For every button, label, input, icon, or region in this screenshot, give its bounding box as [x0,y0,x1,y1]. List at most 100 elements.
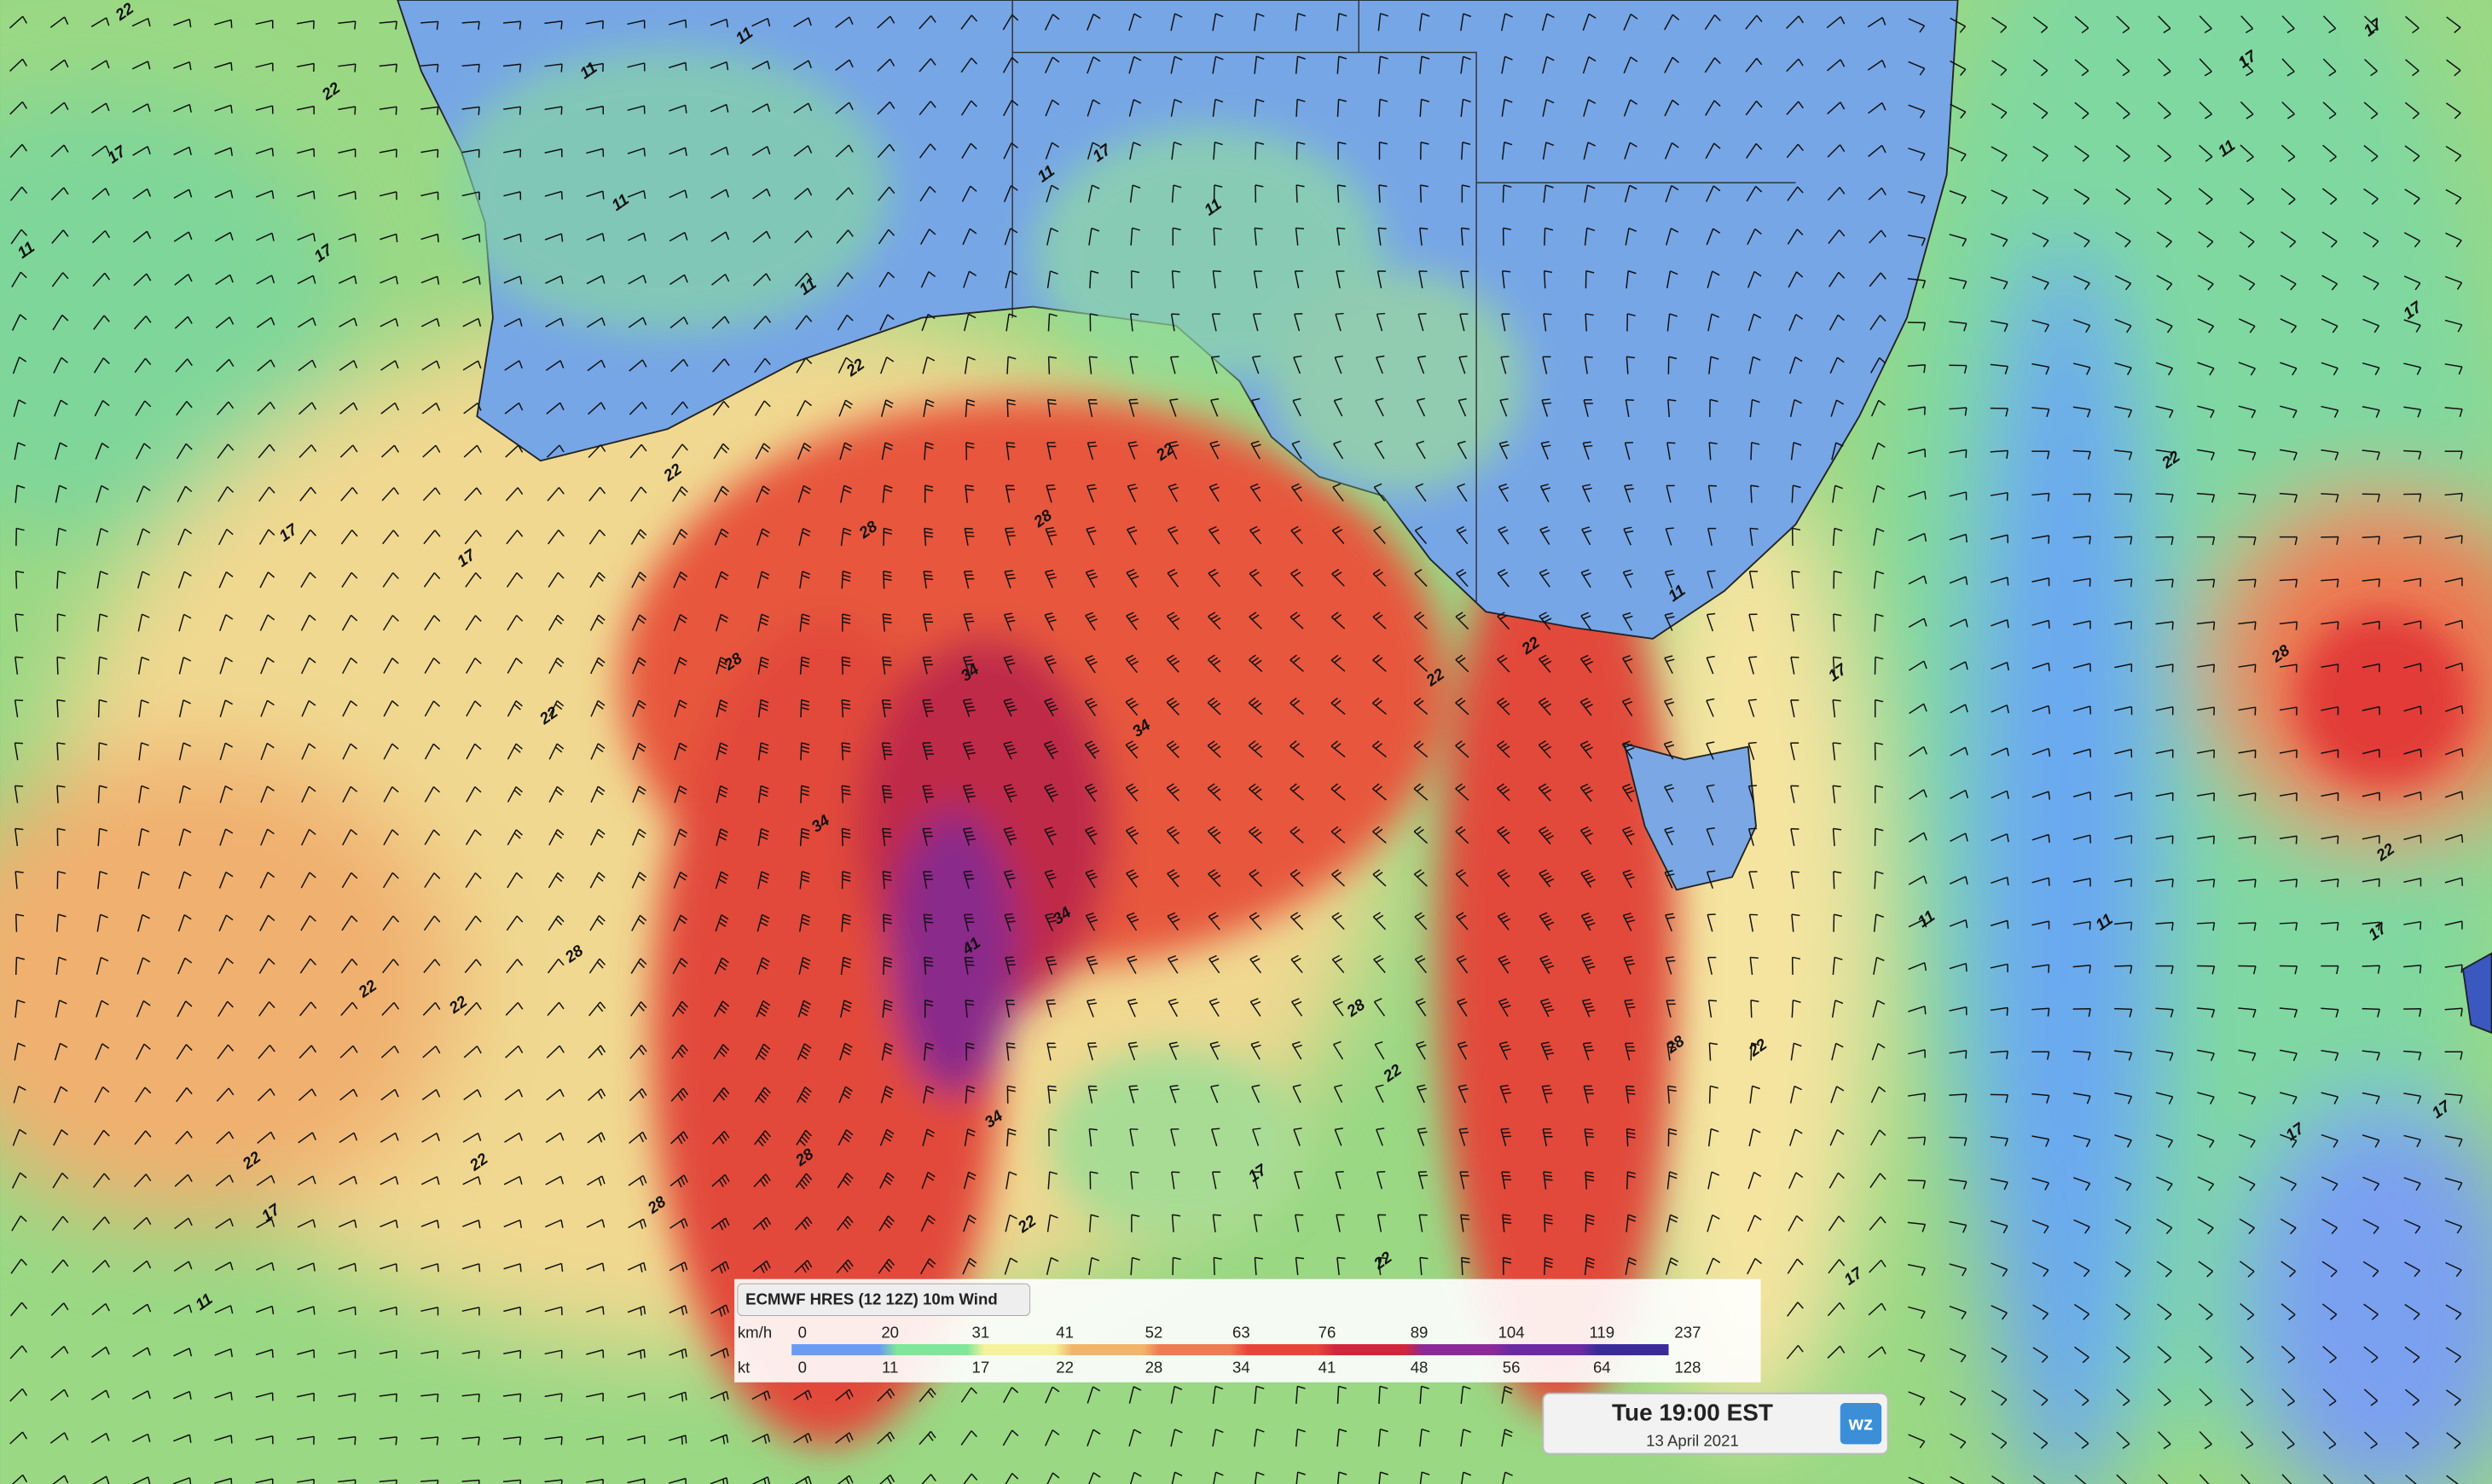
wind-barb [588,444,606,459]
wind-barb [960,1430,977,1446]
wind-barb [963,827,976,846]
wind-barb [1708,1085,1718,1104]
wind-barb [2155,449,2174,461]
wind-barb [962,741,976,760]
wind-barb [216,1131,235,1145]
wind-barb [1252,1127,1261,1146]
wind-barb [2240,1431,2254,1449]
wind-barb [1909,703,1927,715]
wind-barb [339,317,358,328]
wind-barb [49,1432,69,1444]
wind-barb [1832,527,1843,546]
wind-barb [506,959,524,974]
wind-barb [300,915,316,931]
wind-barb [548,657,565,675]
wind-barb [1044,612,1057,631]
wind-barb [11,1172,27,1189]
wind-barb [1046,999,1056,1018]
wind-barb [1665,527,1674,546]
wind-barb [1460,55,1471,74]
wind-barb [1707,484,1718,503]
wind-barb [91,145,110,157]
wind-barb [674,657,687,675]
wind-barb [919,1388,936,1402]
wind-barb [669,1174,688,1188]
wind-barb [587,1132,606,1144]
wind-barb [1543,270,1553,289]
wind-barb [2322,101,2337,119]
wind-barb [50,1388,69,1401]
wind-barb [420,1479,439,1484]
wind-barb [2405,1475,2417,1484]
wind-barb [9,1345,27,1359]
wind-barb [2073,188,2090,206]
wind-barb [342,785,358,803]
wind-barb [2280,1345,2296,1364]
wind-barb [2072,319,2091,333]
wind-barb [132,146,151,156]
wind-barb [1046,270,1058,289]
wind-barb [1331,569,1345,587]
wind-barb [255,1435,274,1445]
wind-barb [1908,617,1927,628]
wind-barb [627,1348,646,1359]
wind-barb [214,147,233,156]
wind-barb [215,1218,234,1229]
wind-barb [1375,397,1384,417]
wind-barb [1908,1306,1926,1319]
wind-barb [463,1046,482,1058]
wind-barb [297,190,316,200]
wind-barb [1833,913,1842,932]
wind-barb [2031,833,2050,843]
wind-barb [1539,484,1550,502]
wind-barb [713,1000,730,1017]
wind-barb [627,232,646,241]
wind-barb [1538,654,1552,673]
wind-barb [2114,318,2132,333]
wind-barb [1990,1136,2008,1147]
wind-barb [1249,654,1263,673]
wind-barb [2280,1092,2298,1104]
wind-barb [837,1172,854,1189]
wind-barb [710,1304,729,1317]
wind-barb [835,16,854,28]
wind-barb [1413,783,1429,801]
wind-barb [466,658,482,674]
wind-barb [1415,483,1427,502]
wind-barb [1255,142,1265,160]
wind-barb [2444,407,2463,418]
wind-barb [2238,1049,2257,1062]
wind-barb [669,147,687,156]
wind-barb [1706,698,1715,717]
wind-barb [1128,398,1139,417]
wind-barb [753,316,772,330]
wind-barb [1949,533,1968,543]
wind-barb [1747,656,1758,675]
wind-barb [920,270,936,288]
wind-barb [1212,1385,1224,1405]
wind-barb [2444,877,2464,886]
wind-barb [2156,275,2173,291]
wind-barb [177,485,193,502]
wind-barb [1908,18,1926,33]
wind-barb [1666,1042,1677,1061]
wind-barb [1949,962,1968,972]
wind-barb [1786,58,1804,72]
wind-barb [1413,697,1429,715]
wind-barb [1295,1385,1306,1404]
wind-barb [2157,58,2171,77]
wind-barb [1374,440,1385,460]
wind-barb [1538,740,1552,759]
wind-barb [383,700,399,717]
wind-barb [590,828,606,846]
wind-barb [299,529,316,545]
wind-barb [1251,355,1261,374]
wind-barb [2073,275,2090,291]
wind-barb [1289,740,1305,758]
wind-barb [1498,483,1510,502]
wind-barb [2322,58,2337,77]
wind-barb [2238,405,2257,419]
wind-barb [93,357,110,374]
wind-barb [2238,492,2257,503]
wind-barb [97,871,108,890]
